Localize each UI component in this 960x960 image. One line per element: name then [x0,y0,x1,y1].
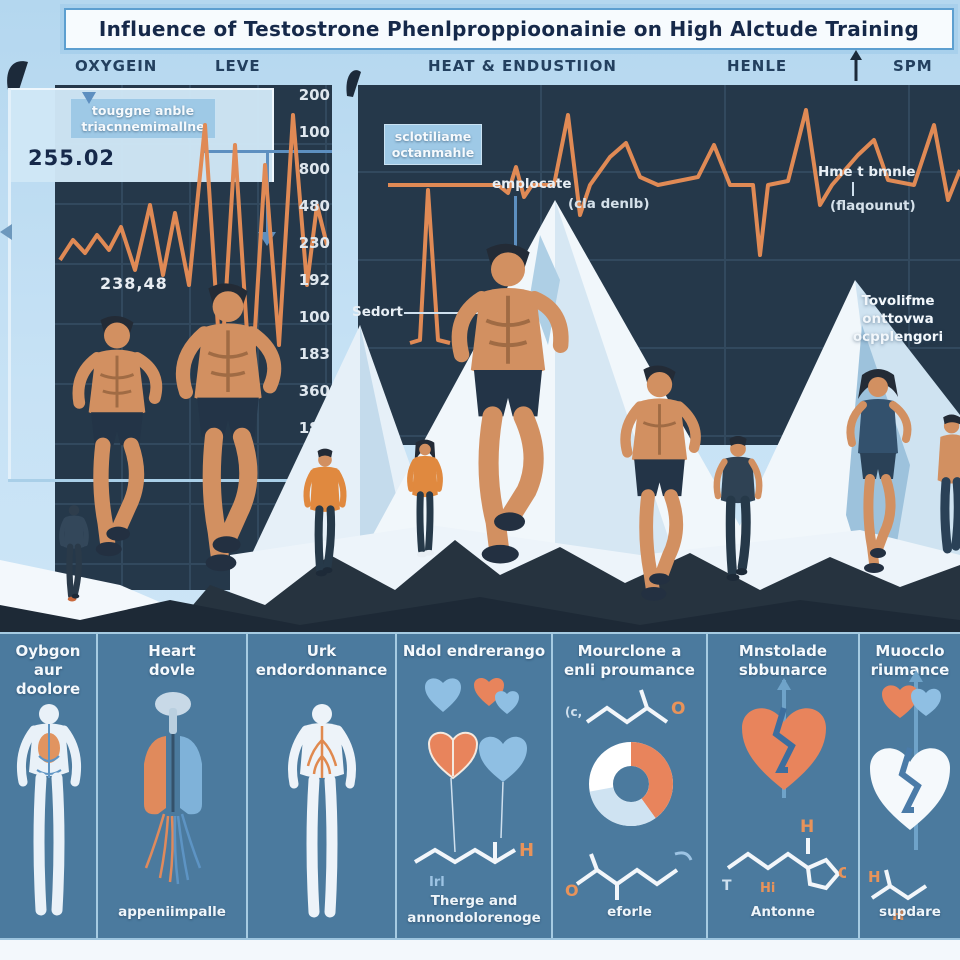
down-arrowhead-icon [82,92,96,104]
figure-woman-orange [407,439,443,558]
header-label-level: LEVE [215,57,261,75]
bottom-panels: Oybgon aur doolore Heart dovle [0,632,960,938]
molecule-label: O [671,699,685,719]
molecule-label: H [519,840,534,861]
axis-tick: 192 [298,271,330,289]
ecg-note-sub: (cla denlb) [568,196,650,212]
page-title: Influence of Testostrone Phenlproppioona… [98,17,920,41]
panel-footer: Therge and annondolorenoge [407,892,541,927]
oxygen-trace-line [58,113,329,397]
broken-heart-icon: T H Hi O [722,678,846,896]
panel-title: Oybgon aur doolore [15,642,81,698]
panel-heart-balloons: Ndol endrerango H Irl Therge and annondo… [397,634,553,938]
lungs-heart-icon [144,692,202,885]
hearts-broken-icon: H H [868,670,950,924]
ecg-legend-box: sclotiliame octanmahle [384,124,482,166]
molecule-icon: O [565,851,693,900]
molecule-label: H [800,817,814,837]
flag-icon [346,70,361,97]
oxygen-legend-box: touggne anble triacnnemimallne [70,98,216,140]
figure-partial-right [937,414,960,554]
runner-figure [176,283,282,572]
figure-man-orange [303,448,347,577]
oxygen-reading-value: 255.02 [28,146,116,170]
ecg-right-note-sub: (flaqounut) [830,198,916,214]
axis-tick: 360 [298,382,330,400]
oxygen-inline-value: 238,48 [100,274,168,293]
anatomy-figure-icon [288,704,356,918]
panel-donut-molecules: Mourclone a enli proumance (c, O O [553,634,708,938]
axis-tick: 480 [298,197,330,215]
ecg-trace-line [388,108,960,345]
panel-oxygen-dose: Oybgon aur doolore [0,634,98,938]
runner-figure-central [451,243,569,564]
panel-title: Mourclone a enli proumance [564,642,695,679]
molecule-label: O [838,864,846,882]
mountain-note: Tovolifme onttovwa ocpplengori [852,293,944,346]
panel-title: Mnstolade sbbunarce [738,642,828,679]
molecule-label: Irl [429,875,445,890]
panel-heart-dose: Heart dovle appeniimpalle [98,634,248,938]
molecule-label: Hi [760,881,775,896]
panel-baseline-arrow [8,479,340,482]
panel-title: Heart dovle [148,642,196,679]
molecule-icon: (c, O [565,689,685,725]
axis-tick: 230 [298,234,330,252]
ecg-pointer-line [514,196,517,258]
figure-walker-distant [59,505,89,602]
molecule-label: O [565,881,579,900]
ecg-right-note: Hme t bmnle [818,164,916,180]
axis-tick: 800 [298,160,330,178]
molecule-label: T [722,878,732,894]
panel-title: Muocclo riumance [870,642,950,679]
panel-footer: appeniimpalle [118,904,226,921]
header-label-henle: HENLE [727,57,788,75]
heart-balloons-icon: H Irl [413,678,534,890]
axis-tick: 183 [298,345,330,363]
title-bar: Influence of Testostrone Phenlproppioona… [64,8,954,50]
axis-tick: 100 [298,308,330,326]
runner-figure-woman [846,369,912,573]
runner-figure [620,365,701,601]
molecule-label: (c, [565,705,582,719]
panel-broken-heart: Mnstolade sbbunarce T H Hi O Antonne [708,634,860,938]
molecule-label: H [868,868,881,886]
panel-footer: supdare [879,904,941,921]
ecg-right-pointer [852,182,854,196]
donut-chart [589,742,673,826]
bottom-margin-strip [0,938,960,960]
panel-title: Ndol endrerango [402,642,546,660]
left-arrowhead-icon [0,224,12,240]
header-label-spm: SPM [893,57,933,75]
panel-white-broken-heart: Muocclo riumance H H supdare [860,634,960,938]
panel-footer: Antonne [750,904,816,921]
figure-man-tshirt [713,436,763,581]
axis-tick: 100 [298,123,330,141]
panel-title: Urk endordonnance [255,642,388,679]
ecg-marker-line [404,312,500,314]
panel-frame-line [8,88,11,482]
panel-endurance-body: Urk endordonnance [248,634,397,938]
axis-tick: 200 [298,86,330,104]
flag-icon [7,61,28,90]
up-arrow-icon [850,50,862,81]
molecule-label: H [892,906,905,924]
header-label-heat-endurance: HEAT & ENDUSTIION [428,57,617,75]
anatomy-figure-icon [16,704,82,916]
panel-footer: eforle [607,904,652,921]
ecg-marker-label: Sedort [352,304,403,320]
runner-figure [72,315,163,557]
header-label-oxygen: OXYGEIN [75,57,158,75]
ecg-note: emplocate [492,176,572,192]
